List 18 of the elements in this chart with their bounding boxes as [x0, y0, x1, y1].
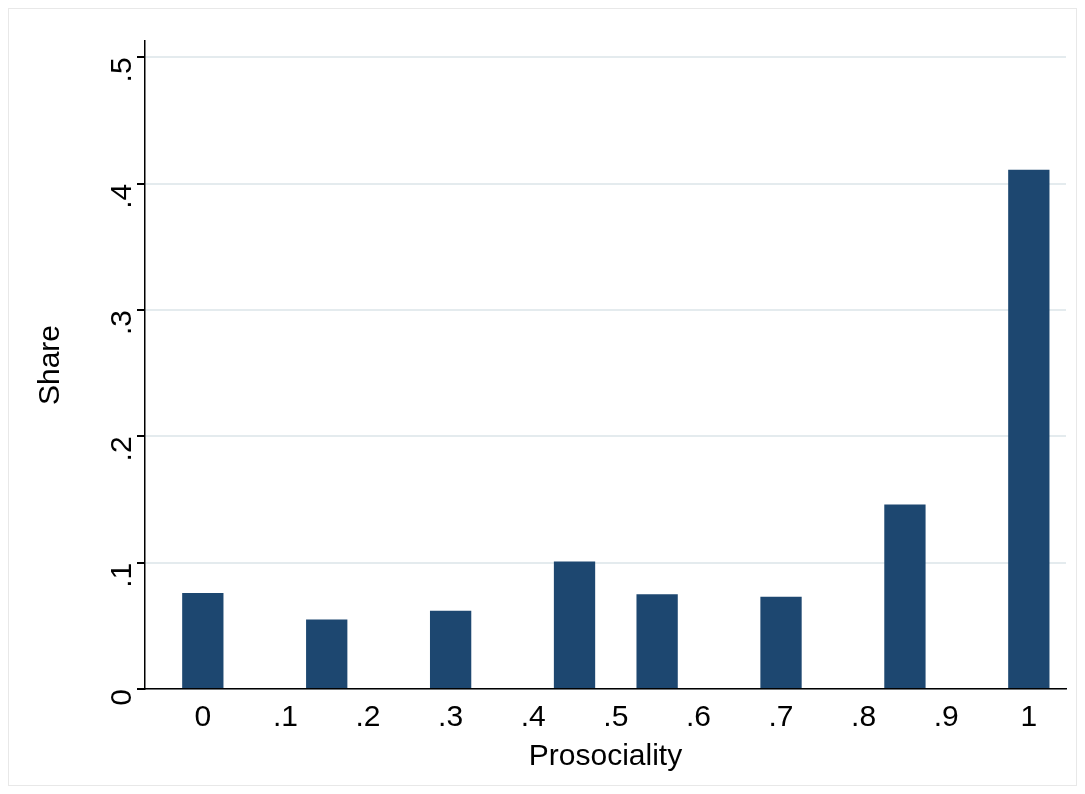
- x-axis-title: Prosociality: [528, 738, 683, 772]
- x-tick-label: .9: [933, 699, 959, 733]
- x-tick-label: 1: [1020, 699, 1038, 733]
- x-tick-label: .2: [355, 699, 381, 733]
- x-tick-label: .4: [520, 699, 546, 733]
- x-tick-label: 0: [194, 699, 212, 733]
- x-tick-label: .5: [603, 699, 629, 733]
- x-tick-label: .6: [685, 699, 711, 733]
- y-tick-label: .5: [104, 57, 138, 83]
- y-axis-title: Share: [32, 324, 66, 406]
- y-tick-label: .1: [104, 562, 138, 588]
- y-tick-label: .2: [104, 436, 138, 462]
- x-tick-label: .8: [851, 699, 877, 733]
- x-tick-label: .1: [272, 699, 298, 733]
- x-tick-label: .3: [438, 699, 464, 733]
- y-tick-label: .4: [104, 183, 138, 209]
- y-tick-label: .3: [104, 310, 138, 336]
- x-tick-label: .7: [768, 699, 794, 733]
